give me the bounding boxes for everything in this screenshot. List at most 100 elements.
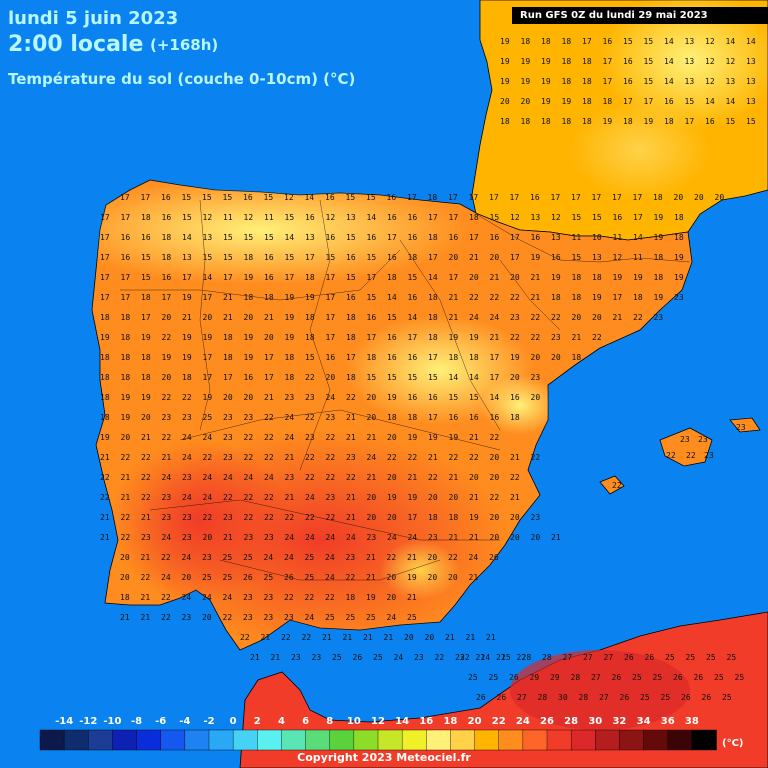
grid-value: 20 [531, 393, 541, 402]
grid-value: 20 [162, 373, 172, 382]
grid-value: 23 [414, 653, 424, 662]
grid-value: 17 [203, 373, 213, 382]
grid-value: 21 [162, 453, 172, 462]
grid-value: 17 [367, 333, 377, 342]
grid-value: 24 [490, 313, 500, 322]
grid-value: 21 [285, 493, 295, 502]
grid-value: 25 [373, 653, 383, 662]
grid-value: 16 [367, 313, 377, 322]
grid-value: 18 [654, 253, 664, 262]
grid-value: 28 [538, 693, 548, 702]
grid-value: 25 [407, 613, 417, 622]
grid-value: 22 [460, 653, 470, 662]
grid-value: 21 [343, 633, 353, 642]
grid-value: 25 [223, 573, 233, 582]
grid-value: 19 [613, 273, 623, 282]
grid-value: 15 [644, 77, 654, 86]
grid-value: 26 [681, 693, 691, 702]
grid-value: 24 [469, 313, 479, 322]
grid-value: 18 [572, 353, 582, 362]
legend-swatch [184, 729, 210, 751]
grid-value: 24 [264, 553, 274, 562]
grid-value: 23 [243, 613, 253, 622]
legend-tick-label: 20 [468, 716, 482, 727]
grid-value: 22 [161, 593, 171, 602]
grid-value: 22 [305, 593, 315, 602]
grid-value: 17 [407, 193, 417, 202]
grid-value: 27 [604, 653, 614, 662]
grid-value: 11 [633, 253, 643, 262]
grid-value: 18 [449, 513, 459, 522]
grid-value: 16 [326, 233, 336, 242]
grid-value: 16 [161, 193, 171, 202]
grid-value: 13 [726, 77, 736, 86]
grid-value: 18 [100, 353, 110, 362]
grid-value: 18 [141, 293, 151, 302]
legend-swatch [667, 729, 693, 751]
grid-value: 17 [603, 57, 613, 66]
grid-value: 18 [100, 413, 110, 422]
legend-tick-label: 22 [492, 716, 506, 727]
grid-value: 22 [490, 493, 500, 502]
legend-swatch [401, 729, 427, 751]
grid-value: 22 [240, 633, 250, 642]
grid-value: 21 [363, 633, 373, 642]
grid-value: 17 [141, 193, 151, 202]
grid-value: 17 [571, 193, 581, 202]
grid-value: 24 [244, 473, 254, 482]
grid-value: 13 [592, 253, 602, 262]
grid-value: 24 [326, 393, 336, 402]
grid-value: 22 [182, 393, 192, 402]
grid-value: 17 [510, 253, 520, 262]
balearic-value: 23 [680, 435, 690, 444]
grid-value: 23 [223, 413, 233, 422]
legend-swatch [208, 729, 234, 751]
grid-value: 16 [551, 253, 561, 262]
grid-value: 15 [264, 193, 274, 202]
grid-value: 18 [572, 293, 582, 302]
grid-value: 19 [285, 313, 295, 322]
grid-value: 21 [141, 513, 151, 522]
grid-value: 23 [326, 493, 336, 502]
legend-tick-label: 4 [278, 716, 285, 727]
grid-value: 18 [121, 373, 131, 382]
grid-value: 17 [120, 193, 130, 202]
grid-value: 21 [346, 513, 356, 522]
grid-value: 21 [449, 313, 459, 322]
grid-value: 17 [489, 193, 499, 202]
grid-value: 21 [449, 473, 459, 482]
grid-value: 21 [613, 313, 623, 322]
grid-value: 14 [428, 273, 438, 282]
grid-value: 16 [449, 413, 459, 422]
grid-value: 16 [305, 213, 315, 222]
grid-value: 18 [521, 37, 531, 46]
grid-value: 19 [408, 433, 418, 442]
grid-value: 25 [223, 553, 233, 562]
grid-value: 20 [121, 433, 131, 442]
grid-value: 17 [428, 253, 438, 262]
forecast-time: 2:00 locale [8, 32, 144, 57]
grid-value: 21 [366, 553, 376, 562]
grid-value: 19 [121, 413, 131, 422]
grid-value: 18 [521, 117, 531, 126]
grid-value: 20 [141, 413, 151, 422]
grid-value: 19 [182, 333, 192, 342]
grid-value: 17 [223, 373, 233, 382]
grid-value: 18 [469, 213, 479, 222]
grid-value: 23 [182, 413, 192, 422]
grid-value: 18 [305, 313, 315, 322]
grid-value: 22 [244, 453, 254, 462]
grid-value: 17 [490, 353, 500, 362]
grid-value: 18 [551, 293, 561, 302]
grid-value: 18 [510, 413, 520, 422]
grid-value: 21 [250, 653, 260, 662]
grid-value: 18 [572, 273, 582, 282]
grid-value: 22 [305, 413, 315, 422]
grid-value: 20 [490, 533, 500, 542]
grid-value: 19 [469, 513, 479, 522]
grid-value: 19 [244, 273, 254, 282]
grid-value: 23 [244, 413, 254, 422]
grid-value: 23 [202, 553, 212, 562]
grid-value: 23 [346, 453, 356, 462]
